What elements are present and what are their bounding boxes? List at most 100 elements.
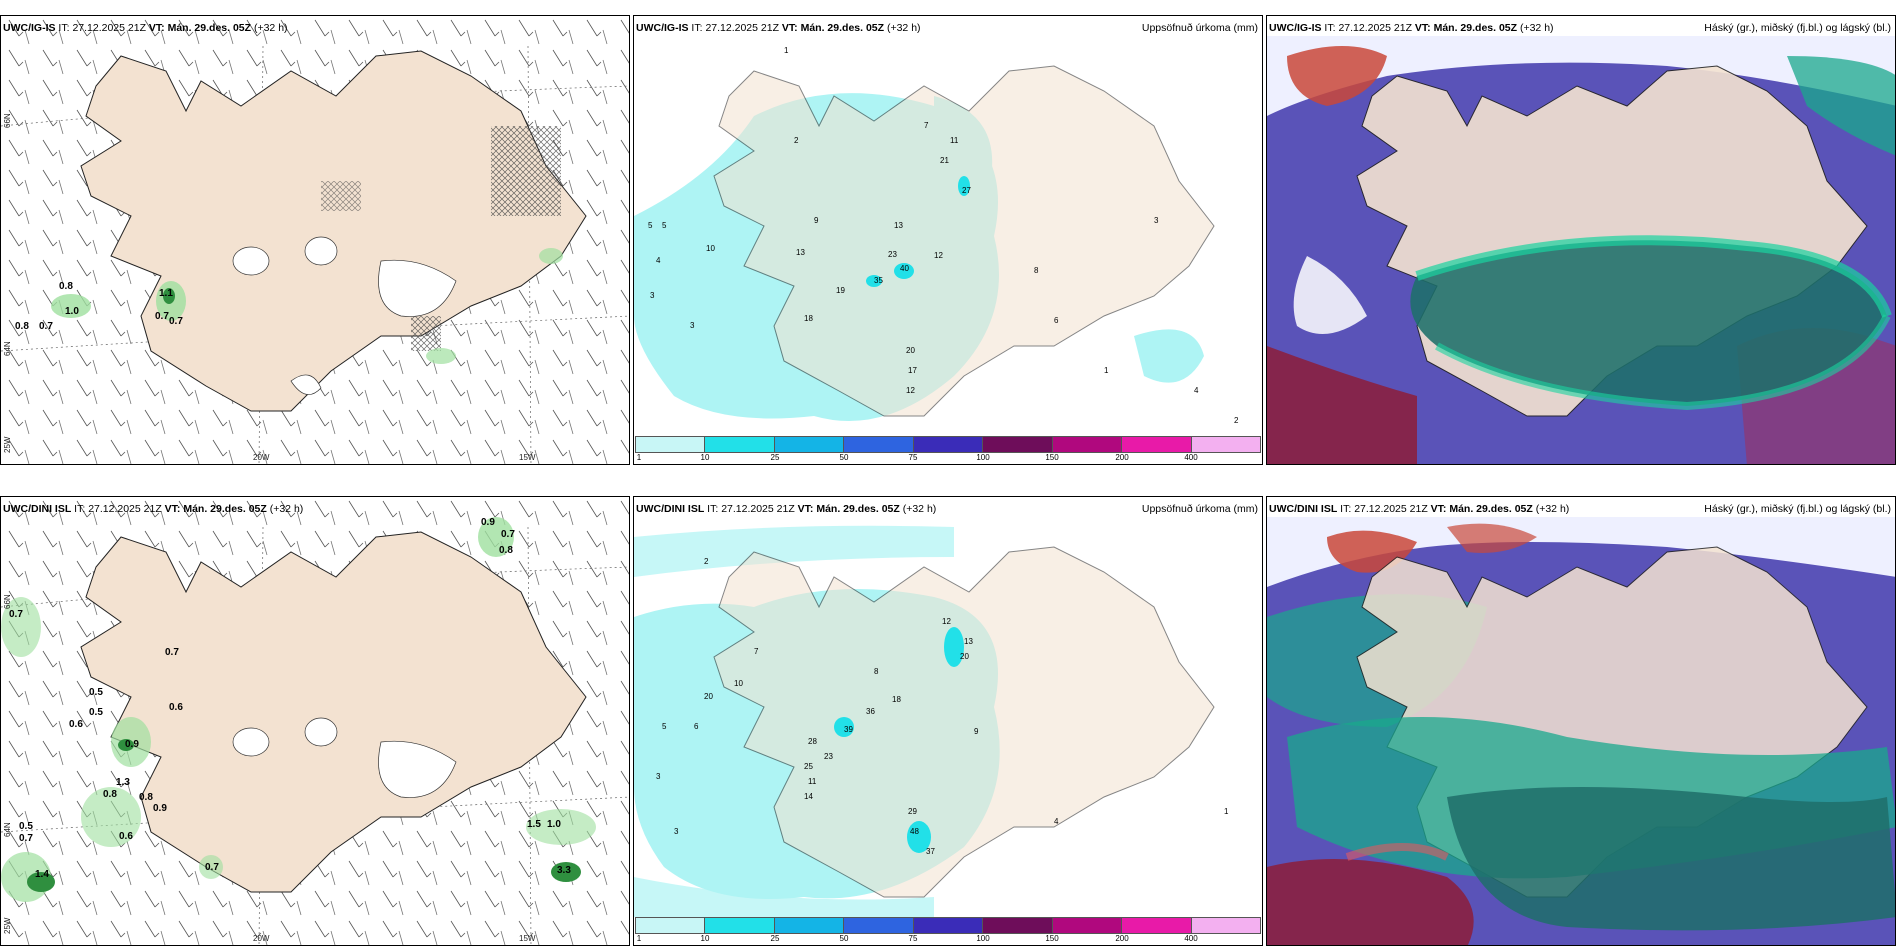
wind-value: 0.7: [169, 316, 183, 327]
wind-value: 0.5: [89, 707, 103, 718]
wind-value: 1.3: [116, 777, 130, 788]
colorbar-swatch: [636, 918, 706, 933]
colorbar-tick: 100: [976, 453, 990, 462]
wind-value: 0.7: [501, 529, 515, 540]
wind-value: 1.0: [547, 819, 561, 830]
precip-title: Uppsöfnuð úrkoma (mm): [1141, 503, 1258, 515]
precip-value: 35: [874, 276, 883, 285]
precip-value: 12: [942, 617, 951, 626]
colorbar-swatch: [913, 918, 984, 933]
precip-value: 6: [1054, 316, 1059, 325]
colorbar-swatch: [1052, 918, 1123, 933]
precip-value: 13: [964, 637, 973, 646]
wind-value: 0.5: [89, 687, 103, 698]
precip-value: 48: [910, 827, 919, 836]
precip-colorbar: 1 10 25 50 75 100 150 200 400: [635, 436, 1261, 462]
precip-map-panel-dini: UWC/DINI ISL IT: 27.12.2025 21Z VT: Mán.…: [633, 496, 1263, 946]
panel-header: UWC/DINI ISL IT: 27.12.2025 21Z VT: Mán.…: [1269, 503, 1570, 515]
precip-value: 7: [924, 121, 929, 130]
colorbar-swatch: [983, 918, 1053, 933]
wind-value: 0.8: [139, 792, 153, 803]
wind-value: 0.5: [19, 821, 33, 832]
precip-value: 4: [1054, 817, 1059, 826]
panel-header: UWC/IG-IS IT: 27.12.2025 21Z VT: Mán. 29…: [636, 22, 921, 34]
precip-value: 3: [650, 291, 655, 300]
wind-value: 0.7: [19, 833, 33, 844]
lat-label: 64N: [3, 822, 12, 837]
precip-value: 10: [706, 244, 715, 253]
precip-value: 20: [960, 652, 969, 661]
lon-label: 15W: [519, 453, 536, 462]
precip-value: 6: [694, 722, 699, 731]
colorbar-swatch: [983, 437, 1053, 452]
precip-value: 9: [814, 216, 819, 225]
precip-value: 23: [888, 250, 897, 259]
colorbar-tick: 200: [1115, 453, 1129, 462]
precip-value: 4: [1194, 386, 1199, 395]
colorbar-swatch: [1052, 437, 1123, 452]
precip-value: 20: [704, 692, 713, 701]
wind-map: [1, 497, 629, 945]
wind-value: 0.6: [69, 719, 83, 730]
colorbar-swatch: [705, 918, 775, 933]
colorbar-swatch: [774, 918, 845, 933]
precip-value: 3: [674, 827, 679, 836]
panel-header: UWC/IG-IS IT: 27.12.2025 21Z VT: Mán. 29…: [1269, 22, 1554, 34]
colorbar-swatch: [1122, 437, 1192, 452]
precip-value: 2: [704, 557, 709, 566]
colorbar-swatch: [774, 437, 845, 452]
precip-value: 20: [906, 346, 915, 355]
colorbar-swatch: [844, 918, 914, 933]
colorbar-swatch: [1191, 918, 1260, 933]
lon-label: 20W: [253, 934, 270, 943]
precip-value: 11: [808, 777, 817, 786]
precip-value: 19: [836, 286, 845, 295]
precip-value: 18: [892, 695, 901, 704]
wind-value: 0.8: [15, 321, 29, 332]
wind-value: 0.6: [169, 702, 183, 713]
colorbar-tick: 400: [1184, 934, 1198, 943]
lat-label: 66N: [3, 594, 12, 609]
precip-value: 18: [804, 314, 813, 323]
precip-value: 28: [808, 737, 817, 746]
colorbar-swatch: [705, 437, 775, 452]
iceland-land: [80, 531, 587, 893]
colorbar-tick: 50: [839, 453, 849, 462]
lon-label: 20W: [253, 453, 270, 462]
lat-label: 66N: [3, 113, 12, 128]
precip-value: 1: [1224, 807, 1229, 816]
precip-value: 13: [796, 248, 805, 257]
colorbar-swatch: [913, 437, 984, 452]
precip-value: 12: [906, 386, 915, 395]
precip-value: 2: [1234, 416, 1239, 425]
precip-value: 1: [784, 46, 789, 55]
precip-value: 5: [662, 722, 667, 731]
iceland-land: [713, 546, 1215, 898]
precip-value: 40: [900, 264, 909, 273]
cloud-title: Háský (gr.), miðský (fj.bl.) og lágský (…: [1704, 22, 1891, 34]
precip-value: 36: [866, 707, 875, 716]
colorbar-tick: 400: [1184, 453, 1198, 462]
colorbar-tick: 100: [976, 934, 990, 943]
precip-colorbar: 1 10 25 50 75 100 150 200 400: [635, 917, 1261, 943]
colorbar-swatch: [844, 437, 914, 452]
precip-map: [634, 525, 1215, 931]
precip-value: 3: [656, 772, 661, 781]
wind-map: [1, 16, 629, 464]
precip-value: 9: [974, 727, 979, 736]
wind-value: 0.8: [499, 545, 513, 556]
precip-value: 2: [794, 136, 799, 145]
colorbar-swatch: [636, 437, 706, 452]
colorbar-tick: 200: [1115, 934, 1129, 943]
precip-value: 8: [1034, 266, 1039, 275]
wind-value: 0.8: [59, 281, 73, 292]
colorbar-tick: 25: [770, 453, 780, 462]
wind-map-panel-dini: UWC/DINI ISL IT: 27.12.2025 21Z VT: Mán.…: [0, 496, 630, 946]
wind-value: 0.6: [119, 831, 133, 842]
iceland-land: [713, 65, 1215, 417]
wind-value: 1.0: [65, 306, 79, 317]
wind-value: 0.7: [39, 321, 53, 332]
colorbar-swatch: [1122, 918, 1192, 933]
wind-value: 0.7: [9, 609, 23, 620]
precip-value: 39: [844, 725, 853, 734]
